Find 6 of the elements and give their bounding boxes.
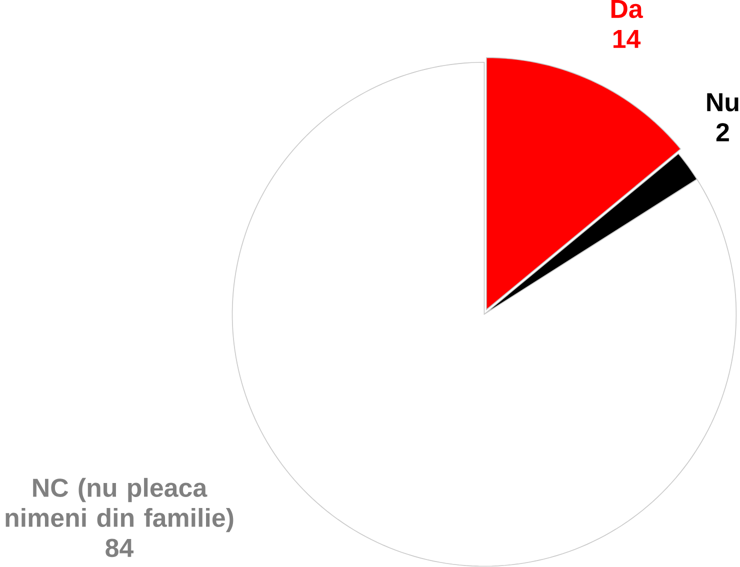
data-label: 14 (614, 30, 641, 48)
slice-label: NC (nu pleaca nimeni din familie) (6, 478, 234, 532)
data-label: 2 (716, 123, 729, 142)
slice-label: Nu (707, 93, 738, 112)
data-label: 84 (106, 538, 134, 558)
slice-label: Da (611, 0, 644, 18)
